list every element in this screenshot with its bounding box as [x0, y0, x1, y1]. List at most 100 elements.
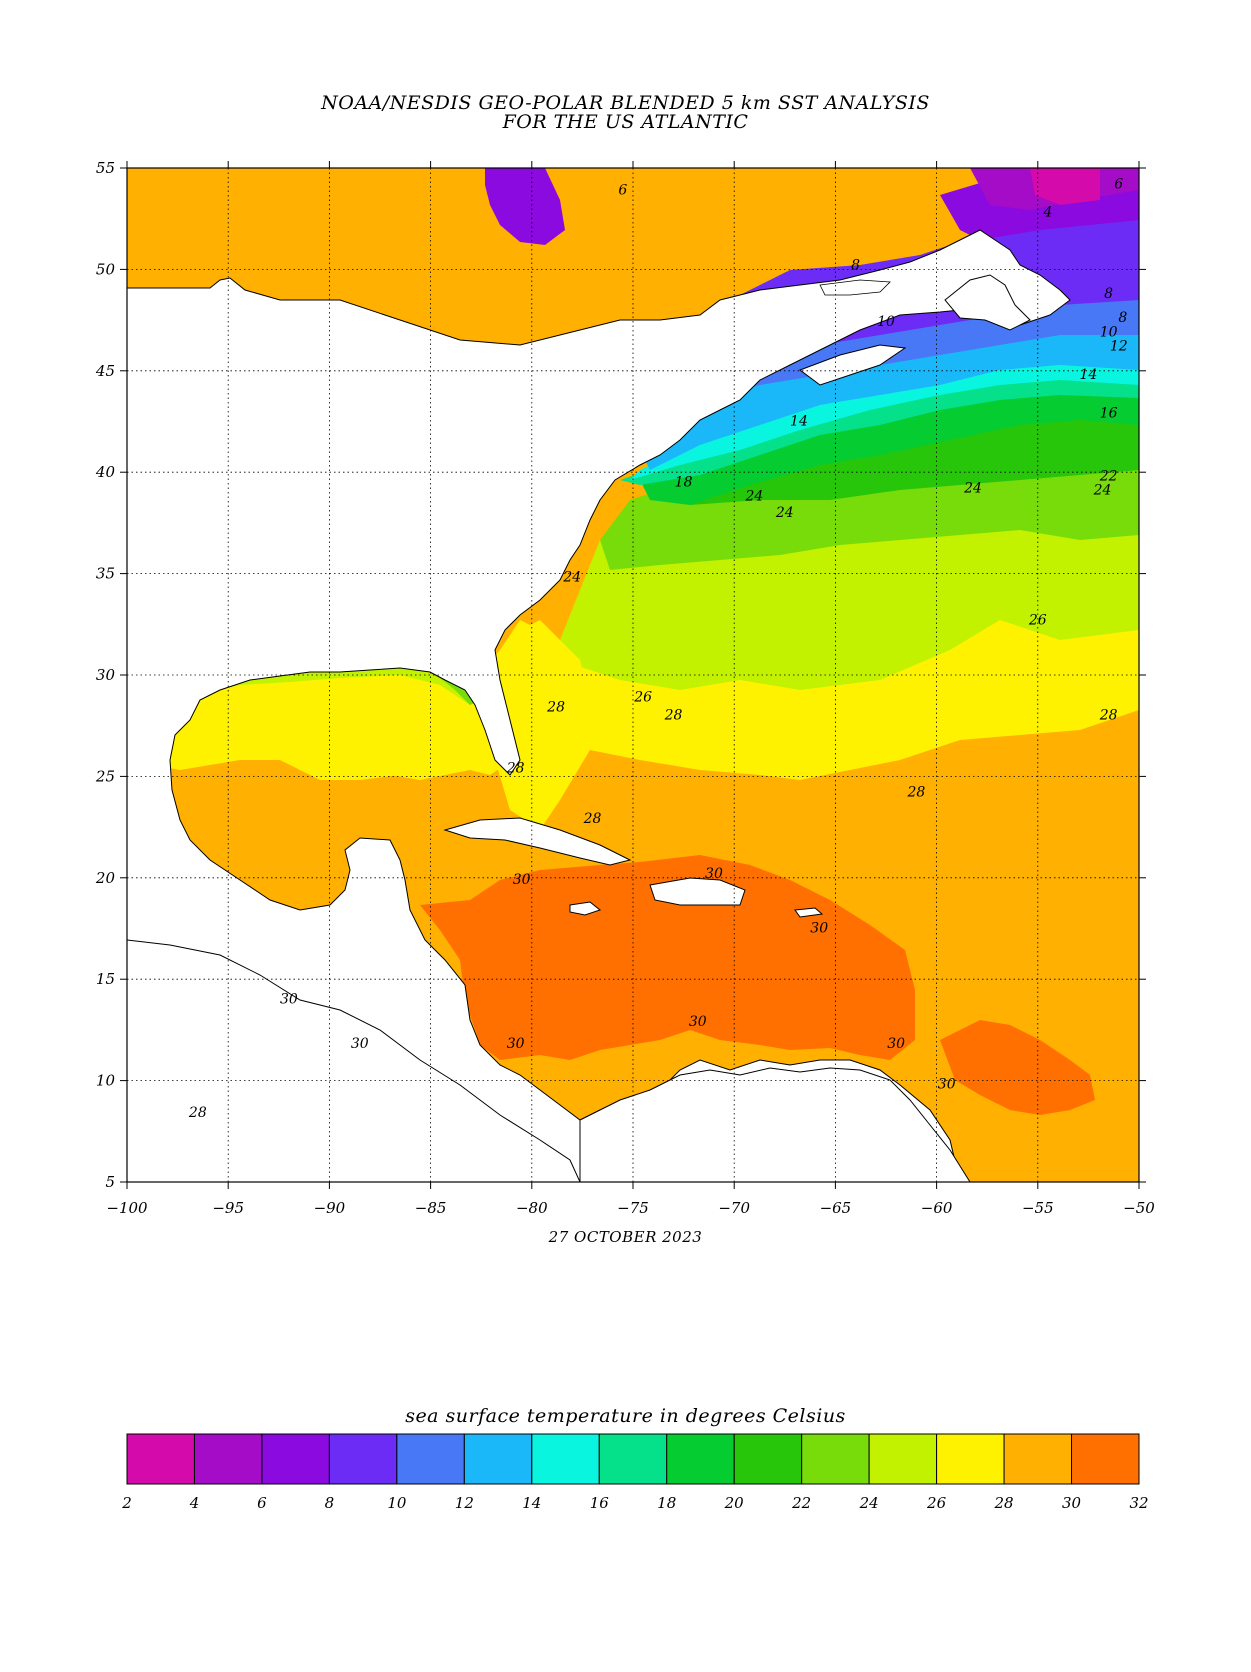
- gulf-st-lawrence-ice: [819, 279, 891, 296]
- contour-label: 30: [810, 921, 828, 937]
- contour-label: 30: [689, 1014, 707, 1030]
- contour-label: 18: [675, 474, 693, 490]
- colorbar-swatch: [261, 1433, 330, 1485]
- sst-caribbean-30-32: [420, 855, 915, 1060]
- colorbar-tick-label: 32: [1129, 1494, 1148, 1512]
- sst-east-30-32: [940, 1020, 1095, 1115]
- colorbar-swatch: [733, 1433, 803, 1485]
- contour-label: 30: [705, 866, 723, 882]
- sst-band-12-14: [640, 330, 1139, 470]
- contour-label: 22: [1099, 468, 1118, 484]
- colorbar-tick-label: 24: [859, 1494, 879, 1512]
- tick-label-lat: 55: [96, 159, 115, 177]
- tick-label-lon: −85: [415, 1199, 447, 1217]
- contour-label: 12: [1110, 339, 1128, 355]
- colorbar-swatch: [868, 1433, 938, 1485]
- contour-label: 14: [790, 414, 808, 430]
- tick-label-lon: −90: [314, 1199, 346, 1217]
- tick-label-lon: −60: [921, 1199, 953, 1217]
- tick-label-lat: 5: [105, 1173, 115, 1191]
- contour-label: 14: [1079, 367, 1097, 383]
- colorbar-swatch: [936, 1433, 1005, 1485]
- tick-label-lon: −50: [1123, 1199, 1155, 1217]
- contour-label: 24: [745, 489, 764, 505]
- tick-label-lon: −55: [1022, 1199, 1054, 1217]
- colorbar-tick-label: 4: [189, 1494, 200, 1512]
- central-america-pacific-coast: [127, 939, 581, 1182]
- analysis-date: 27 OCTOBER 2023: [548, 1228, 703, 1246]
- contour-label: 28: [1099, 708, 1118, 724]
- colorbar-swatch: [598, 1433, 668, 1485]
- map-title-line-2: FOR THE US ATLANTIC: [502, 111, 749, 133]
- colorbar-tick-label: 20: [724, 1494, 745, 1512]
- tick-label-lat: 40: [95, 463, 116, 481]
- contour-label: 26: [633, 689, 652, 705]
- tick-label-lon: −65: [820, 1199, 852, 1217]
- contour-label: 28: [664, 708, 683, 724]
- contour-label: 4: [1042, 205, 1052, 221]
- puerto-rico: [794, 907, 824, 918]
- colorbar-tick-label: 18: [657, 1494, 676, 1512]
- contour-label: 6: [618, 182, 627, 198]
- colorbar-swatch: [666, 1433, 735, 1485]
- contour-label: 28: [506, 760, 525, 776]
- contour-label: 24: [963, 480, 982, 496]
- north-america-land: [127, 229, 1071, 1182]
- contour-label: 30: [938, 1077, 956, 1093]
- contour-label: 26: [1028, 612, 1047, 628]
- contour-label: 16: [1100, 405, 1118, 421]
- colorbar-tick-label: 14: [522, 1494, 541, 1512]
- tick-label-lat: 20: [95, 869, 116, 887]
- cuba: [443, 817, 632, 866]
- colorbar: 2 4 6 8 10 12 14 16 18 20 22 24 26 28 30 32: [121, 1433, 1149, 1512]
- colorbar-tick-label: 10: [387, 1494, 407, 1512]
- contour-label: 30: [513, 872, 531, 888]
- tick-label-lon: −100: [106, 1199, 148, 1217]
- nova-scotia: [798, 344, 907, 386]
- contour-label: 28: [583, 811, 602, 827]
- colorbar-swatch: [126, 1433, 195, 1485]
- colorbar-swatch: [328, 1433, 398, 1485]
- contour-label: 30: [507, 1036, 525, 1052]
- hispaniola: [649, 877, 746, 906]
- newfoundland: [944, 274, 1031, 331]
- colorbar-swatch: [1003, 1433, 1073, 1485]
- colorbar-tick-label: 8: [325, 1494, 335, 1512]
- contour-label: 24: [562, 570, 581, 586]
- tick-label-lat: 35: [96, 565, 115, 583]
- sst-band-20-22: [690, 405, 1139, 505]
- contour-label: 6: [1114, 176, 1123, 192]
- colorbar-tick-label: 2: [121, 1494, 132, 1512]
- sst-field: [127, 168, 1139, 1182]
- contour-label: 8: [1118, 310, 1127, 326]
- colorbar-swatch: [396, 1433, 465, 1485]
- contour-label: 30: [887, 1036, 905, 1052]
- sst-band-2-4: [1030, 168, 1100, 205]
- colorbar-tick-label: 30: [1062, 1494, 1082, 1512]
- colorbar-tick-label: 12: [455, 1494, 474, 1512]
- colorbar-tick-label: 16: [590, 1494, 610, 1512]
- contour-label: 24: [775, 505, 794, 521]
- tick-label-lat: 15: [96, 970, 115, 988]
- contour-label: 28: [906, 785, 925, 801]
- contour-label: 10: [1100, 324, 1118, 340]
- colorbar-swatch: [801, 1433, 870, 1485]
- tick-label-lon: −75: [617, 1199, 649, 1217]
- colorbar-swatch: [531, 1433, 600, 1485]
- colorbar-title: sea surface temperature in degrees Celsi…: [405, 1405, 846, 1427]
- tick-label-lon: −95: [212, 1199, 244, 1217]
- colorbar-tick-label: 28: [994, 1494, 1014, 1512]
- contour-label: 10: [877, 314, 895, 330]
- sst-gulf-of-mexico-26-28: [185, 668, 505, 780]
- sst-band-14-16: [630, 360, 1139, 480]
- contour-label: 8: [851, 257, 860, 273]
- tick-label-lat: 50: [96, 260, 116, 278]
- tick-label-lat: 25: [95, 767, 115, 785]
- contour-label: 24: [1093, 483, 1112, 499]
- sst-band-18-20: [640, 390, 1139, 505]
- axes: −100 −95 −90 −85 −80 −75 −70 −65 −60 −55 −50 5 10 15 2…: [95, 159, 1155, 1217]
- contour-label: 30: [280, 992, 298, 1008]
